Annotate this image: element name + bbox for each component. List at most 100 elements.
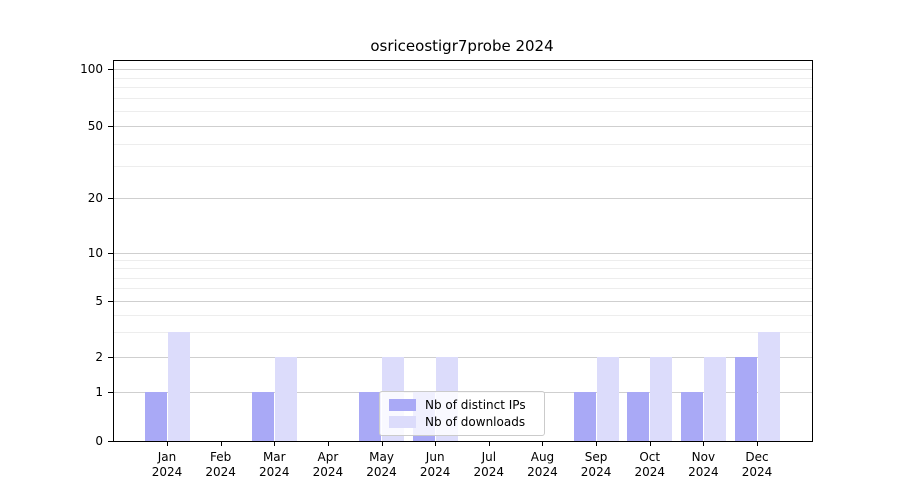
x-tick-label: Nov 2024 [663,450,743,480]
bar-distinct-ips [144,392,167,441]
legend-item: Nb of downloads [389,414,535,431]
y-tick-label: 20 [87,191,103,205]
x-tick-mark [435,442,437,446]
chart-title: osriceostigr7probe 2024 [370,37,554,55]
legend-label-downloads: Nb of downloads [425,415,526,429]
legend-item: Nb of distinct IPs [389,397,535,414]
minor-gridline [114,143,812,145]
x-tick-label: May 2024 [342,450,422,480]
y-tick-mark [108,68,113,70]
x-tick-month: Sep [584,450,608,464]
bar-distinct-ips [359,392,382,441]
y-tick-label: 50 [87,119,103,133]
legend-swatch-distinct-ips [389,399,416,411]
major-gridline [114,301,812,302]
y-tick-mark [108,391,113,393]
x-tick-mark [542,442,544,446]
x-tick-label: Oct 2024 [610,450,690,480]
bar-downloads [274,357,297,441]
x-tick-year: 2024 [151,465,183,479]
x-tick-year: 2024 [419,465,451,479]
bar-downloads [650,357,673,441]
y-tick-mark [108,440,113,442]
minor-gridline [114,314,812,316]
x-tick-year: 2024 [312,465,344,479]
y-tick-mark [108,125,113,127]
x-tick-year: 2024 [473,465,505,479]
y-tick-mark [108,300,113,302]
y-tick-label: 0 [95,434,103,448]
bar-downloads [703,357,726,441]
major-gridline [114,126,812,127]
x-tick-month: Feb [210,450,232,464]
x-tick-year: 2024 [366,465,397,479]
x-tick-year: 2024 [205,465,236,479]
bar-distinct-ips [251,392,274,441]
minor-gridline [114,77,812,79]
minor-gridline [114,268,812,270]
minor-gridline [114,288,812,290]
minor-gridline [114,87,812,89]
x-tick-year: 2024 [634,465,665,479]
y-tick-label: 5 [95,294,103,308]
bar-distinct-ips [627,392,650,441]
x-tick-mark [757,442,758,446]
minor-gridline [114,111,812,112]
minor-gridline [114,277,812,279]
x-tick-month: Dec [745,450,769,464]
x-tick-label: Jan 2024 [127,450,207,480]
x-tick-mark [488,442,490,446]
major-gridline [114,357,812,358]
x-tick-mark [703,442,705,446]
bar-distinct-ips [734,357,757,441]
x-tick-month: Mar [262,450,286,464]
x-tick-label: Aug 2024 [502,450,582,480]
x-tick-month: Oct [639,450,661,464]
x-tick-mark [274,442,276,446]
y-tick-mark [108,252,113,254]
minor-gridline [114,332,812,334]
x-tick-mark [596,442,598,446]
x-tick-mark [220,442,222,446]
major-gridline [114,198,812,199]
y-tick-label: 1 [95,385,103,399]
x-tick-year: 2024 [527,465,558,479]
y-tick-label: 10 [87,246,103,260]
x-tick-label: Mar 2024 [234,450,314,480]
bar-downloads [757,332,780,441]
x-tick-mark [327,442,329,446]
y-tick-label: 2 [95,350,103,364]
x-tick-month: Aug [530,450,555,464]
y-tick-mark [108,356,113,358]
minor-gridline [114,166,812,168]
x-tick-month: May [369,450,394,464]
legend: Nb of distinct IPs Nb of downloads [379,391,545,436]
x-tick-label: Jul 2024 [449,450,529,480]
x-tick-label: Sep 2024 [556,450,636,480]
x-tick-month: Apr [317,450,339,464]
y-tick-mark [108,197,113,199]
bar-downloads [596,357,619,441]
x-tick-label: Feb 2024 [181,450,261,480]
minor-gridline [114,98,812,100]
legend-swatch-downloads [389,416,416,428]
x-tick-year: 2024 [258,465,290,479]
major-gridline [114,253,812,254]
y-tick-label: 100 [80,62,103,76]
x-tick-mark [381,442,383,446]
x-tick-label: Apr 2024 [288,450,368,480]
x-tick-month: Jun [425,450,445,464]
x-tick-label: Dec 2024 [717,450,797,480]
x-tick-label: Jun 2024 [395,450,475,480]
minor-gridline [114,260,812,262]
x-tick-year: 2024 [741,465,773,479]
bar-downloads [167,332,190,441]
x-tick-mark [649,442,651,446]
bar-distinct-ips [680,392,703,441]
x-tick-month: Nov [691,450,716,464]
x-tick-month: Jul [481,450,497,464]
legend-label-distinct-ips: Nb of distinct IPs [425,398,526,412]
x-tick-year: 2024 [688,465,719,479]
major-gridline [114,69,812,70]
